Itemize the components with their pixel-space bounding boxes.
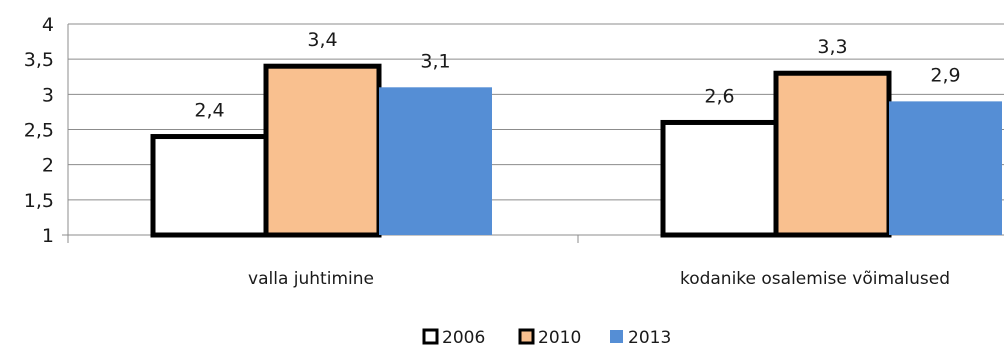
y-tick-label: 2 xyxy=(42,155,54,177)
data-label: 2,9 xyxy=(930,64,960,86)
legend-swatch-2010 xyxy=(518,328,535,345)
data-label: 3,3 xyxy=(817,36,847,58)
bar-2010 xyxy=(773,70,892,238)
legend-label: 2013 xyxy=(628,328,671,348)
x-category-label: kodanike osalemise võimalused xyxy=(680,269,950,289)
y-tick-label: 2,5 xyxy=(24,120,54,142)
y-tick-label: 3 xyxy=(42,84,54,106)
bar-2013 xyxy=(379,87,492,235)
y-tick-label: 4 xyxy=(42,14,54,36)
legend-label: 2006 xyxy=(442,328,485,348)
x-category-label: valla juhtimine xyxy=(248,269,374,289)
bar-2013 xyxy=(889,101,1002,235)
bar-2010 xyxy=(263,63,382,238)
data-label: 3,1 xyxy=(420,50,450,72)
bar-2006 xyxy=(660,119,779,238)
data-label: 2,4 xyxy=(194,100,224,122)
legend-label: 2010 xyxy=(538,328,581,348)
legend-swatch-2006 xyxy=(422,328,439,345)
bar-2006 xyxy=(150,134,269,238)
data-label: 3,4 xyxy=(307,29,337,51)
y-tick-label: 1 xyxy=(42,225,54,247)
y-tick-label: 1,5 xyxy=(24,190,54,212)
data-label: 2,6 xyxy=(704,85,734,107)
legend-swatch-2013 xyxy=(610,330,623,343)
y-tick-label: 3,5 xyxy=(24,49,54,71)
